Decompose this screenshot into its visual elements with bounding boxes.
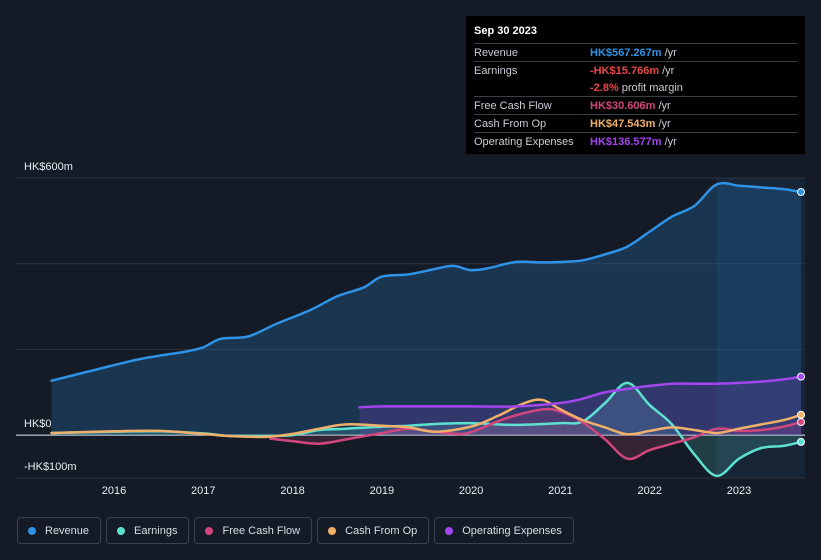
tooltip-row: Cash From Op HK$47.543m/yr <box>474 114 797 132</box>
legend-item-label: Free Cash Flow <box>222 524 301 537</box>
legend-item-cash-from-op[interactable]: Cash From Op <box>317 517 430 544</box>
recent-period-shade <box>716 178 805 478</box>
tooltip-row: Operating Expenses HK$136.577m/yr <box>474 132 797 150</box>
legend-item-free-cash-flow[interactable]: Free Cash Flow <box>194 517 313 544</box>
earnings-endpoint <box>797 437 805 446</box>
legend: Revenue Earnings Free Cash Flow Cash From O… <box>17 517 574 544</box>
tooltip-row-value: -HK$15.766m <box>590 64 660 77</box>
tooltip-row-value: HK$47.543m <box>590 117 656 130</box>
gridlines <box>16 177 805 479</box>
tooltip-row-label: Earnings <box>474 64 518 77</box>
free-cash-flow-area <box>270 409 801 459</box>
series-lines <box>50 181 803 478</box>
legend-item-label: Cash From Op <box>345 524 418 537</box>
tooltip-row: Free Cash Flow HK$30.606m/yr <box>474 96 797 114</box>
cash-from-op-line <box>50 398 803 439</box>
tooltip-row-value: HK$567.267m <box>590 46 662 59</box>
legend-dot-icon <box>445 526 454 535</box>
tooltip-row: Earnings -HK$15.766m/yr <box>474 61 797 79</box>
y-axis-label-bottom: -HK$100m <box>24 461 77 473</box>
tooltip-row-unit: /yr <box>662 64 675 77</box>
tooltip-row-label: Revenue <box>474 46 519 59</box>
tooltip-row: -2.8% profit margin <box>474 79 797 96</box>
revenue-endpoint <box>797 188 805 197</box>
free-cash-flow-endpoint <box>797 418 805 427</box>
operating-expenses-endpoint <box>797 372 805 381</box>
legend-dot-icon <box>28 526 36 535</box>
x-tick-2017: 2017 <box>191 485 215 497</box>
tooltip-row-unit: /yr <box>664 46 677 59</box>
legend-item-label: Operating Expenses <box>462 524 562 537</box>
x-tick-2022: 2022 <box>637 485 661 497</box>
x-tick-2021: 2021 <box>548 485 572 497</box>
legend-item-earnings[interactable]: Earnings <box>106 517 190 544</box>
tooltip-row-label: Free Cash Flow <box>474 99 552 112</box>
legend-item-revenue[interactable]: Revenue <box>17 517 102 544</box>
revenue-line <box>50 181 803 382</box>
x-axis-ticks: 2016 2017 2018 2019 2020 2021 2022 2023 <box>102 485 751 497</box>
free-cash-flow-line <box>269 407 803 461</box>
tooltip-row-unit: profit margin <box>621 81 683 94</box>
revenue-area <box>51 183 801 436</box>
tooltip-row-value: -2.8% <box>590 81 619 94</box>
legend-dot-icon <box>328 526 337 535</box>
tooltip-row-label: Operating Expenses <box>474 135 574 148</box>
legend-dot-icon <box>205 526 214 535</box>
tooltip-date: Sep 30 2023 <box>474 25 537 37</box>
x-tick-2023: 2023 <box>727 485 751 497</box>
y-axis-label-zero: HK$0 <box>24 418 52 430</box>
tooltip-row-unit: /yr <box>658 117 671 130</box>
x-tick-2019: 2019 <box>370 485 394 497</box>
y-axis-label-top: HK$600m <box>24 161 73 173</box>
x-tick-2016: 2016 <box>102 485 126 497</box>
series-endpoints <box>797 188 805 446</box>
legend-item-label: Earnings <box>134 524 178 537</box>
tooltip-row: Revenue HK$567.267m/yr <box>474 43 797 61</box>
tooltip-row-unit: /yr <box>664 135 677 148</box>
legend-item-operating-expenses[interactable]: Operating Expenses <box>434 517 574 544</box>
tooltip-row-value: HK$136.577m <box>590 135 662 148</box>
x-tick-2018: 2018 <box>280 485 304 497</box>
tooltip-row-value: HK$30.606m <box>590 99 656 112</box>
tooltip-row-label: Cash From Op <box>474 117 547 130</box>
data-tooltip: Sep 30 2023 Revenue HK$567.267m/yr Earning… <box>466 16 805 154</box>
tooltip-row-unit: /yr <box>658 99 671 112</box>
operating-expenses-line <box>358 375 803 409</box>
legend-dot-icon <box>117 526 126 535</box>
legend-item-label: Revenue <box>45 524 90 537</box>
operating-expenses-area <box>359 376 801 436</box>
cash-from-op-endpoint <box>797 410 805 419</box>
x-tick-2020: 2020 <box>459 485 483 497</box>
